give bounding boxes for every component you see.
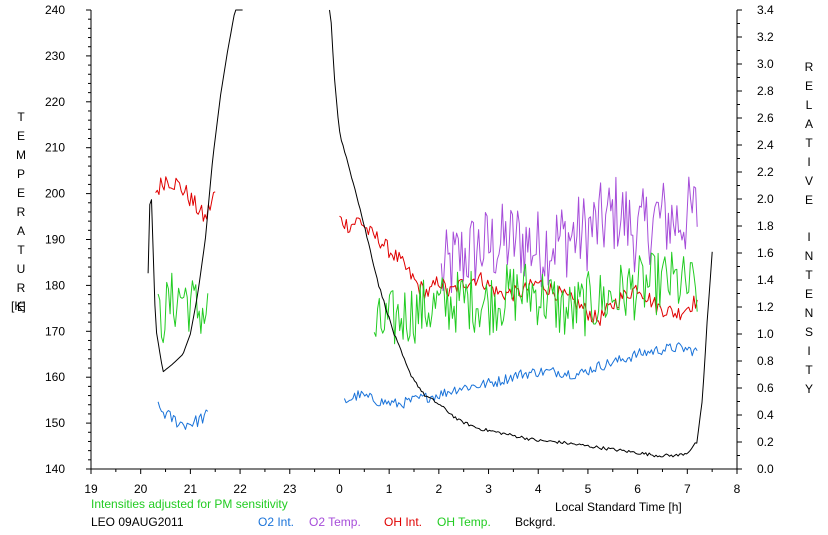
right-tick-label: 0.2: [757, 435, 774, 449]
right-tick-label: 1.8: [757, 219, 774, 233]
right-tick-label: 1.4: [757, 273, 774, 287]
right-tick-label: 1.6: [757, 246, 774, 260]
x-tick-label: 3: [485, 482, 492, 496]
series-oh-int-line: [155, 176, 216, 222]
left-tick-label: 200: [45, 187, 65, 201]
axis-title-letter: V: [804, 174, 813, 188]
left-tick-label: 140: [45, 462, 65, 476]
right-tick-label: 0.4: [757, 408, 774, 422]
axis-title-letter: E: [16, 129, 25, 143]
series-bckgrd-line: [147, 9, 243, 373]
series-o2-int-line: [157, 401, 209, 430]
x-tick-label: 23: [283, 482, 297, 496]
axis-title-letter: A: [16, 224, 25, 238]
axis-title-letter: Y: [804, 382, 813, 396]
x-tick-label: 22: [233, 482, 247, 496]
right-tick-label: 2.0: [757, 192, 774, 206]
left-axis-unit: [K]: [11, 299, 26, 313]
station-label: LEO 09AUG2011: [91, 515, 184, 529]
left-tick-label: 160: [45, 370, 65, 384]
x-tick-label: 4: [535, 482, 542, 496]
axis-title-letter: N: [804, 249, 814, 263]
axis-title-letter: R: [16, 205, 26, 219]
axis-title-letter: T: [17, 110, 25, 124]
left-tick-label: 180: [45, 278, 65, 292]
right-tick-label: 2.8: [757, 84, 774, 98]
axis-title-letter: E: [804, 287, 813, 301]
series-bckgrd-line: [329, 9, 713, 458]
axis-title-letter: U: [16, 262, 26, 276]
right-tick-label: 3.0: [757, 57, 774, 71]
left-tick-label: 150: [45, 416, 65, 430]
axis-title-letter: E: [804, 193, 813, 207]
series-group: [147, 9, 713, 458]
axis-title-letter: T: [17, 243, 25, 257]
right-tick-label: 2.2: [757, 165, 774, 179]
series-oh-temp-line: [157, 272, 209, 344]
right-tick-label: 1.0: [757, 327, 774, 341]
x-axis-label: Local Standard Time [h]: [555, 500, 682, 514]
axes-group: 140 150 160 170 180 190 200 210 220 230 240 0.0 0.2 0…: [45, 3, 774, 476]
axis-title-letter: I: [807, 344, 811, 358]
x-tick-label: 21: [184, 482, 198, 496]
axis-title-letter: [802, 210, 816, 219]
legend-item-o2-int: O2 Int.: [258, 515, 295, 529]
legend-item-oh-temp: OH Temp.: [437, 515, 491, 529]
right-tick-label: 1.2: [757, 300, 774, 314]
axis-title-letter: S: [804, 325, 813, 339]
right-tick-label: 0.0: [757, 462, 774, 476]
series-o2-int-line: [343, 342, 698, 409]
axis-title-letter: E: [16, 186, 25, 200]
x-tick-label: 20: [134, 482, 148, 496]
axis-title-letter: I: [807, 155, 811, 169]
left-tick-label: 220: [45, 95, 65, 109]
axis-title-letter: E: [804, 79, 813, 93]
right-tick-label: 3.4: [757, 3, 774, 17]
axis-title-letter: A: [804, 117, 813, 131]
axis-title-letter: [802, 219, 816, 228]
x-tick-labels: 19 20 21 22 23 0 1 2 3 4 5 6 7 8: [84, 482, 740, 496]
x-tick-label: 19: [84, 482, 98, 496]
x-tick-label: 2: [436, 482, 443, 496]
x-tick-label: 7: [684, 482, 691, 496]
x-tick-label: 0: [336, 482, 343, 496]
axis-title-letter: R: [16, 281, 26, 295]
right-tick-label: 2.6: [757, 111, 774, 125]
series-oh-temp-line: [373, 251, 698, 345]
axis-title-letter: T: [805, 136, 813, 150]
left-tick-label: 210: [45, 141, 65, 155]
axis-title-letter: E: [16, 300, 25, 314]
axis-title-letter: I: [807, 230, 811, 244]
axis-title-letter: P: [16, 167, 25, 181]
series-o2-temp-line: [440, 176, 698, 293]
axis-title-letter: M: [16, 148, 26, 162]
axis-title-letter: T: [805, 268, 813, 282]
x-tick-label: 5: [585, 482, 592, 496]
annotation-pm-sensitivity: Intensities adjusted for PM sensitivity: [91, 497, 288, 511]
left-tick-label: 170: [45, 324, 65, 338]
right-tick-label: 0.8: [757, 354, 774, 368]
left-tick-label: 240: [45, 3, 65, 17]
left-tick-label: 230: [45, 49, 65, 63]
right-tick-label: 3.2: [757, 30, 774, 44]
axis-title-letter: N: [804, 306, 814, 320]
x-tick-label: 1: [386, 482, 393, 496]
right-tick-label: 2.4: [757, 138, 774, 152]
legend-item-bckgrd: Bckgrd.: [515, 515, 556, 529]
axis-title-letter: T: [805, 363, 813, 377]
axis-title-letter: L: [805, 98, 813, 112]
left-tick-label: 190: [45, 233, 65, 247]
x-tick-label: 8: [734, 482, 741, 496]
axis-title-letter: R: [804, 60, 814, 74]
legend-item-oh-int: OH Int.: [384, 515, 423, 529]
legend-item-o2-temp: O2 Temp.: [309, 515, 361, 529]
x-tick-label: 6: [634, 482, 641, 496]
right-tick-label: 0.6: [757, 381, 774, 395]
